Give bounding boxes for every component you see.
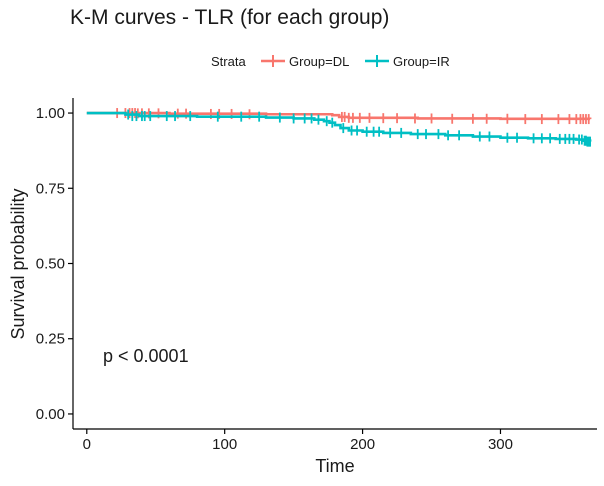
x-tick-label: 300 bbox=[488, 436, 513, 453]
legend-key-dl bbox=[261, 55, 285, 67]
survival-curves bbox=[86, 108, 592, 147]
y-axis-title: Survival probability bbox=[8, 188, 28, 339]
legend-label-ir: Group=IR bbox=[393, 54, 450, 69]
survival-curve-group-ir bbox=[86, 111, 592, 143]
y-tick-label: 0.50 bbox=[36, 256, 65, 273]
y-tick-label: 0.25 bbox=[36, 331, 65, 348]
x-axis-ticks: 0 100 200 300 bbox=[83, 429, 513, 453]
chart-title: K-M curves - TLR (for each group) bbox=[70, 6, 389, 29]
legend-entry-dl: Group=DL bbox=[261, 54, 349, 69]
x-tick-label: 100 bbox=[212, 436, 237, 453]
y-tick-label: 0.00 bbox=[36, 406, 65, 423]
y-tick-label: 1.00 bbox=[36, 105, 65, 122]
p-value-annotation: p < 0.0001 bbox=[103, 346, 189, 366]
survival-curve-group-dl bbox=[86, 111, 592, 121]
x-axis-title: Time bbox=[315, 456, 354, 476]
legend-title: Strata bbox=[211, 54, 246, 69]
legend: Strata Group=DL Group=IR bbox=[211, 54, 450, 69]
y-tick-label: 0.75 bbox=[36, 180, 65, 197]
series-group-ir bbox=[86, 109, 592, 147]
legend-label-dl: Group=DL bbox=[289, 54, 349, 69]
x-tick-label: 200 bbox=[350, 436, 375, 453]
legend-entry-ir: Group=IR bbox=[365, 54, 450, 69]
y-axis-ticks: 0.00 0.25 0.50 0.75 1.00 bbox=[36, 105, 73, 423]
legend-key-ir bbox=[365, 55, 389, 67]
x-tick-label: 0 bbox=[83, 436, 91, 453]
